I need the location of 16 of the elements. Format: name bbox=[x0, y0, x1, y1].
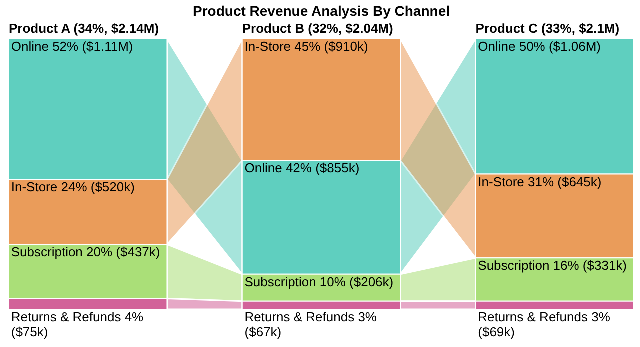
category-label: Product A (34%, $2.14M) bbox=[9, 21, 160, 36]
data-label: In-Store 45% ($910k) bbox=[244, 39, 368, 54]
data-label: Returns & Refunds 3% ($69k) bbox=[478, 310, 611, 340]
data-label: Subscription 16% ($331k) bbox=[478, 258, 628, 274]
data-label: In-Store 24% ($520k) bbox=[11, 180, 135, 195]
data-label: Online 52% ($1.11M) bbox=[11, 39, 134, 54]
data-label: Online 42% ($855k) bbox=[244, 160, 360, 176]
data-label: Subscription 10% ($206k) bbox=[244, 274, 394, 290]
data-label: Returns & Refunds 4% ($75k) bbox=[11, 310, 144, 340]
category-label: Product C (33%, $2.1M) bbox=[476, 21, 620, 36]
data-label: In-Store 31% ($645k) bbox=[478, 174, 602, 190]
data-label: Subscription 20% ($437k) bbox=[11, 244, 160, 260]
category-label: Product B (32%, $2.04M) bbox=[242, 21, 394, 36]
text: Product Revenue Analysis By Channel bbox=[193, 3, 450, 19]
data-label: Returns & Refunds 3% ($67k) bbox=[244, 310, 378, 340]
data-label: Online 50% ($1.06M) bbox=[478, 39, 601, 54]
